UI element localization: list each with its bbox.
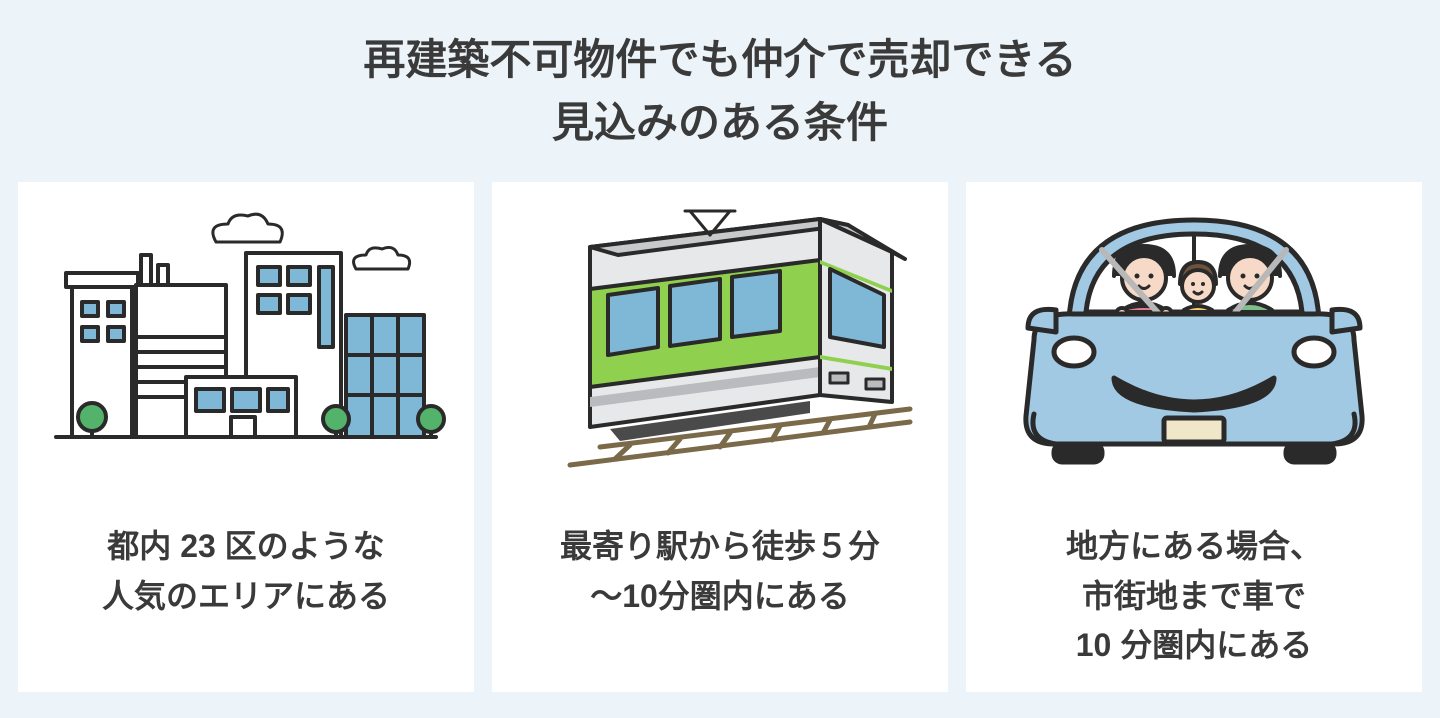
card-caption: 最寄り駅から徒歩５分 ～10分圏内にある	[560, 522, 880, 621]
card-near-station: 最寄り駅から徒歩５分 ～10分圏内にある	[492, 182, 948, 692]
title-line-1: 再建築不可物件でも仲介で売却できる	[363, 36, 1076, 83]
car-family-icon	[966, 202, 1422, 472]
card-row: 都内 23 区のような 人気のエリアにある	[0, 182, 1440, 692]
card-caption: 都内 23 区のような 人気のエリアにある	[102, 522, 390, 621]
page-title: 再建築不可物件でも仲介で売却できる 見込みのある条件	[363, 28, 1076, 154]
title-line-2: 見込みのある条件	[552, 99, 888, 146]
card-popular-area: 都内 23 区のような 人気のエリアにある	[18, 182, 474, 692]
card-caption: 地方にある場合、 市街地まで車で 10 分圏内にある	[1066, 522, 1322, 671]
train-icon	[492, 202, 948, 472]
card-by-car: 地方にある場合、 市街地まで車で 10 分圏内にある	[966, 182, 1422, 692]
city-buildings-icon	[18, 202, 474, 472]
